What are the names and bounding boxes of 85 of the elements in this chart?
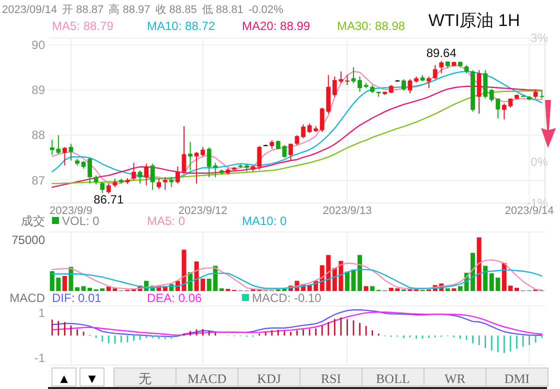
candlestick	[144, 163, 149, 186]
candlestick	[301, 124, 306, 139]
legend-label: VOL: 0	[62, 214, 100, 228]
text: KDJ	[257, 371, 281, 386]
y-tick-label: -1	[34, 351, 46, 366]
bar	[62, 276, 67, 291]
candlestick	[351, 66, 356, 84]
candlestick	[288, 143, 293, 162]
annotation: 89.64	[426, 46, 457, 60]
candlestick	[402, 78, 406, 91]
text: WR	[444, 371, 466, 386]
bar	[364, 286, 368, 291]
text: 75000	[12, 233, 46, 247]
bar	[74, 287, 80, 291]
text: -0.02%	[248, 4, 284, 16]
text: 2023/09/14	[2, 4, 58, 16]
text: DEA: 0.06	[147, 291, 202, 305]
y-tick-label: 89	[32, 82, 46, 97]
candlestick	[176, 166, 180, 184]
y-tick-label: 1	[38, 306, 46, 320]
candlestick	[432, 64, 438, 80]
x-tick-label: 2023/9/12	[178, 205, 228, 217]
text: MA5: 88.79	[52, 19, 114, 33]
text: MACD	[187, 371, 227, 386]
x-tick-label: 2023/9/9	[50, 205, 92, 217]
candlestick	[200, 146, 206, 158]
text: 无	[138, 371, 152, 386]
candlestick	[156, 178, 162, 190]
candlestick	[358, 76, 362, 92]
text: 开 88.87	[62, 4, 104, 16]
candlestick	[502, 103, 506, 120]
text: ▼	[86, 371, 98, 386]
text: BOLL	[376, 371, 410, 386]
text: MA10: 0	[242, 214, 288, 228]
text: 高 88.97	[108, 3, 150, 16]
candlestick	[257, 146, 262, 170]
annotation: 86.71	[94, 192, 124, 207]
bar	[458, 286, 462, 291]
text: RSI	[320, 371, 342, 386]
text: 收 88.85	[155, 4, 197, 16]
candlestick	[94, 174, 98, 185]
y-tick-label: 90	[32, 38, 46, 52]
candlestick	[476, 70, 482, 114]
bar	[514, 288, 520, 291]
candlestick	[182, 126, 186, 174]
candlestick	[338, 70, 344, 84]
text: DMI	[504, 371, 530, 386]
text: MA30: 88.98	[337, 19, 406, 33]
candlestick	[508, 98, 513, 108]
bar	[483, 266, 488, 291]
text: MA10: 88.72	[147, 19, 216, 33]
candlestick	[439, 60, 444, 74]
text: ▲	[58, 371, 70, 386]
text: MA5: 0	[147, 214, 186, 228]
candlestick	[188, 141, 192, 171]
text: MA20: 88.99	[242, 19, 310, 33]
y-tick-label: 87	[32, 173, 46, 188]
y-tick-label: 88	[32, 128, 46, 142]
legend-label: MACD: -0.10	[252, 291, 322, 305]
bar	[445, 288, 450, 291]
chart-title: 成交	[21, 214, 45, 228]
candlestick	[294, 134, 300, 146]
candlestick	[132, 162, 136, 181]
candlestick	[345, 74, 350, 86]
candlestick	[88, 157, 92, 184]
candlestick	[162, 176, 168, 190]
candlestick	[483, 70, 488, 100]
candlestick	[150, 163, 155, 190]
series-label: DIF: 0.01	[52, 291, 102, 305]
candlestick	[426, 76, 432, 89]
x-tick-label: 2023/9/13	[322, 205, 372, 217]
chart-title: MACD	[10, 291, 46, 305]
chart-title: WTI原油 1H	[428, 11, 520, 30]
bar	[219, 288, 224, 291]
candlestick	[169, 176, 174, 188]
candlestick	[100, 182, 105, 194]
text: 低 88.81	[202, 4, 244, 16]
bar	[452, 288, 456, 291]
bar	[476, 237, 482, 291]
bar	[370, 286, 375, 291]
candlestick	[332, 76, 337, 98]
candlestick	[68, 143, 74, 162]
candlestick	[62, 146, 67, 166]
candlestick	[106, 183, 111, 194]
candlestick	[408, 78, 412, 94]
